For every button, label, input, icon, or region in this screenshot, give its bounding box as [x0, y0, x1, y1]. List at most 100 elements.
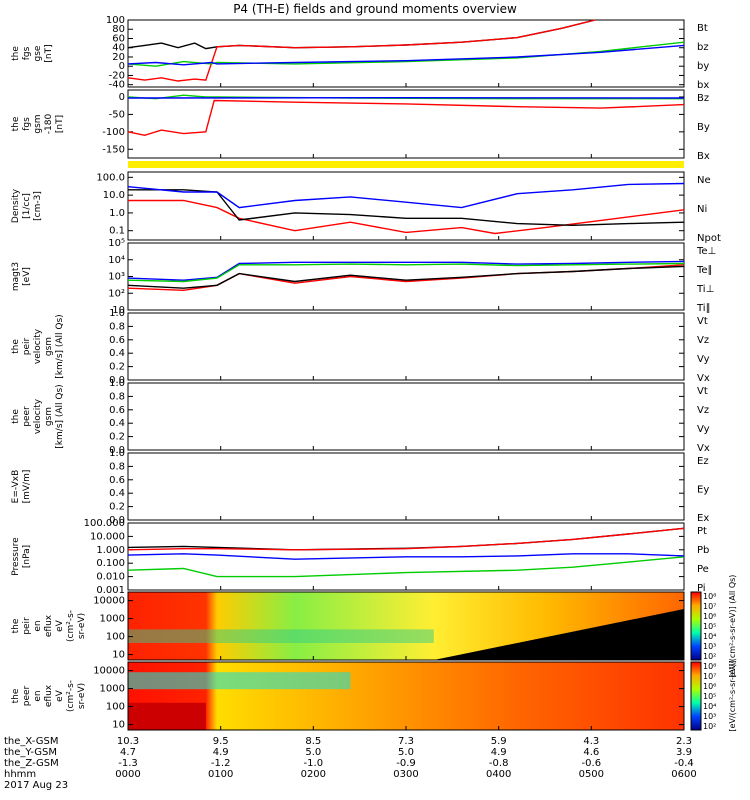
- colorbar-tick-label: 10⁵: [703, 622, 716, 631]
- series-line-pt: [127, 527, 685, 551]
- colorbar-tick-label: 10³: [703, 712, 716, 721]
- y-tick-label: 0: [119, 61, 125, 72]
- x-tick-label: 10.3: [117, 736, 139, 747]
- x-tick-label: 4.9: [491, 747, 507, 758]
- y-tick-label: 0.0: [109, 515, 125, 526]
- series-line-pi: [127, 553, 685, 560]
- x-axis-row-label: the_Z-GSM: [4, 758, 59, 769]
- series-line-pb: [127, 527, 685, 551]
- y-axis-label: velocity: [33, 328, 43, 364]
- legend-vz: Vz: [697, 335, 709, 346]
- y-tick-label: -40: [109, 80, 125, 91]
- y-axis-label: (cm²-s-: [66, 610, 76, 642]
- panel-frame-1: [127, 19, 685, 88]
- y-tick-label: 60: [112, 33, 125, 44]
- y-tick-label: 0.6: [109, 335, 125, 346]
- y-axis-label: Density: [11, 188, 21, 223]
- colorbar-tick-label: 10⁵: [703, 692, 716, 701]
- y-axis-label: (cm²-s-: [66, 680, 76, 712]
- series-line-ne: [128, 199, 685, 235]
- y-axis-label: the: [11, 116, 21, 131]
- y-axis-label: the: [11, 46, 21, 61]
- x-axis-row-label: 2017 Aug 23: [4, 780, 68, 791]
- legend-pt: Pt: [697, 526, 707, 537]
- y-tick-label: 100: [106, 702, 125, 713]
- y-tick-label: 0.6: [109, 475, 125, 486]
- colorbar-tick-label: 10⁶: [703, 682, 716, 691]
- y-axis-label: peer: [22, 406, 32, 427]
- colorbar-label: [eV/(cm²-s-sr-eV)] (All Qs): [728, 575, 737, 678]
- colorbar-10: [690, 661, 702, 731]
- x-axis-row-label: hhmm: [4, 769, 36, 780]
- y-tick-label: 100.0: [96, 172, 125, 183]
- y-tick-label: 80: [112, 24, 125, 35]
- colorbar-tick-label: 10²: [703, 652, 716, 661]
- y-axis-label: en: [33, 690, 43, 701]
- colorbar-tick-label: 10⁸: [703, 592, 716, 601]
- y-tick-label: -50: [109, 109, 125, 120]
- y-axis-label: Pressure: [11, 537, 21, 576]
- plot-title: P4 (TH-E) fields and ground moments over…: [233, 2, 517, 16]
- x-tick-label: 4.9: [213, 747, 229, 758]
- legend-ne: Ne: [697, 175, 711, 186]
- legend-ti⊥: Ti⊥: [696, 284, 714, 295]
- y-axis-label: [eV]: [22, 267, 32, 286]
- y-tick-label: 10²: [108, 288, 125, 299]
- y-tick-label: 10: [112, 720, 125, 731]
- y-tick-label: 1000: [100, 614, 125, 625]
- y-tick-label: 0.4: [109, 418, 125, 429]
- x-tick-label: 3.9: [676, 747, 692, 758]
- legend-vy: Vy: [697, 424, 710, 435]
- y-tick-label: 1.0: [109, 208, 125, 219]
- y-tick-label: 100.000: [84, 518, 125, 529]
- legend-ni: Ni: [697, 204, 707, 215]
- x-tick-label: 4.6: [583, 747, 599, 758]
- y-tick-label: 0.8: [109, 321, 125, 332]
- y-tick-label: 0.0: [109, 445, 125, 456]
- y-axis-label: peir: [22, 337, 32, 355]
- series-line-pe: [127, 556, 685, 578]
- y-axis-label: the: [11, 339, 21, 354]
- x-tick-label: 2.3: [676, 736, 692, 747]
- y-axis-label: [1/cc]: [22, 193, 32, 219]
- x-tick-label: 0000: [115, 769, 140, 780]
- x-tick-label: 7.3: [398, 736, 414, 747]
- y-tick-label: 40: [112, 43, 125, 54]
- legend-npot: Npot: [697, 233, 721, 244]
- x-tick-label: 0100: [208, 769, 233, 780]
- series-line-ti⊥: [127, 260, 685, 281]
- series-line-bx: [127, 44, 685, 66]
- y-axis-label: [nT]: [55, 115, 65, 133]
- panel-frame-7: [127, 452, 685, 521]
- y-axis-label: gsm: [33, 114, 43, 133]
- x-tick-label: 0600: [671, 769, 696, 780]
- x-axis-row-label: the_Y-GSM: [4, 747, 57, 758]
- y-tick-label: 1.0: [109, 308, 125, 319]
- spectrogram-band: [128, 672, 351, 690]
- y-tick-label: 10000: [93, 666, 125, 677]
- spectrogram-band-low: [128, 702, 206, 730]
- y-tick-label: -20: [109, 70, 125, 81]
- x-tick-label: 4.7: [120, 747, 136, 758]
- legend-vy: Vy: [697, 354, 710, 365]
- legend-vz: Vz: [697, 405, 709, 416]
- y-tick-label: 0.010: [96, 572, 125, 583]
- legend-by: by: [697, 61, 709, 72]
- y-tick-label: 0.1: [109, 226, 125, 237]
- panel-frame-4: [127, 242, 685, 311]
- panel-frame-2: [127, 89, 685, 159]
- legend-vx: Vx: [697, 443, 710, 454]
- y-axis-label: [nT]: [44, 44, 54, 62]
- y-tick-label: -100: [102, 127, 125, 138]
- legend-vx: Vx: [697, 373, 710, 384]
- y-tick-label: 10³: [108, 272, 125, 283]
- series-line-npot: [127, 182, 685, 209]
- colorbar-tick-label: 10⁴: [703, 702, 716, 711]
- series-line-te∥: [127, 265, 685, 289]
- legend-pe: Pe: [697, 564, 709, 575]
- colorbar-tick-label: 10⁶: [703, 612, 716, 621]
- legend-ti∥: Ti∥: [696, 303, 711, 314]
- y-tick-label: 1.0: [109, 378, 125, 389]
